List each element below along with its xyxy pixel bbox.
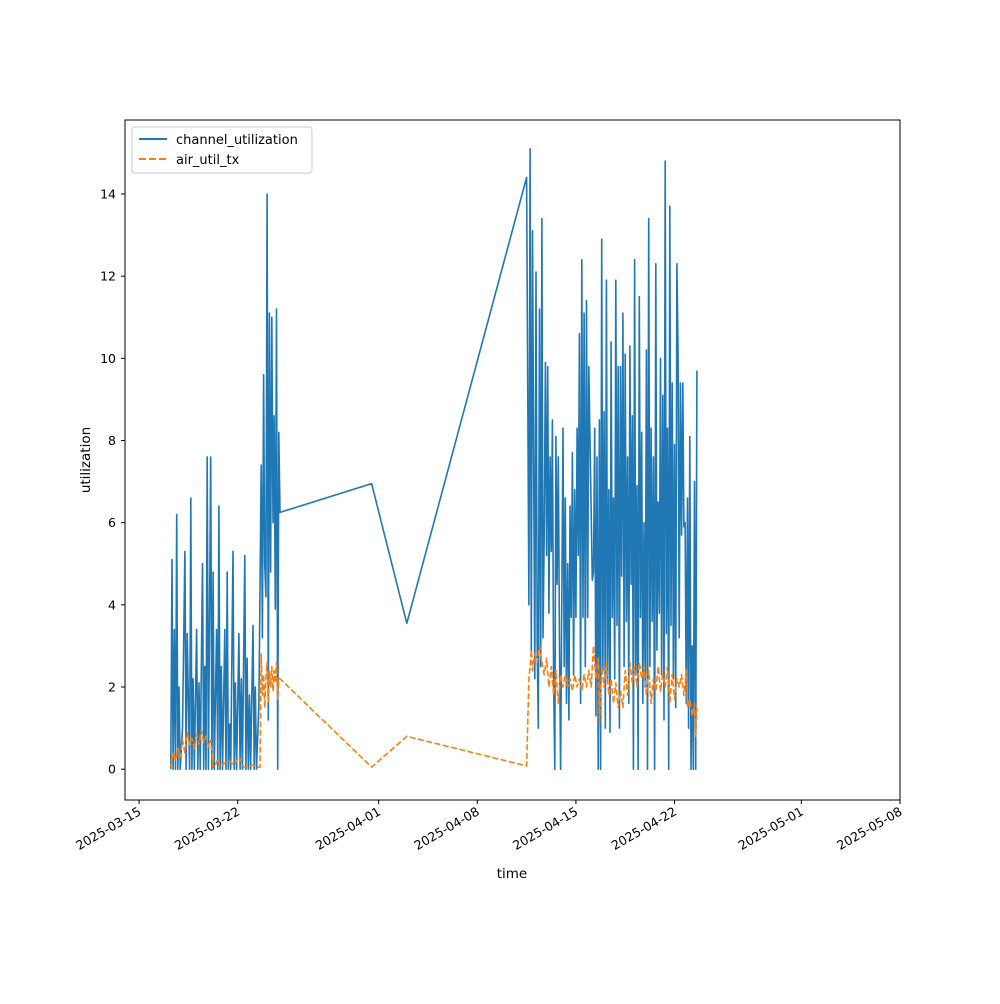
y-tick-label: 4 [108,597,116,612]
x-axis-label: time [497,866,528,882]
y-axis-ticks: 0 2 4 6 8 10 12 14 [100,186,125,777]
y-tick-label: 14 [100,186,116,201]
legend-label-air-util-tx: air_util_tx [176,153,240,168]
legend-label-channel-utilization: channel_utilization [176,133,298,148]
plot-lines [170,148,698,771]
series-line-channel-utilization [170,148,698,771]
y-tick-label: 12 [100,269,116,284]
y-tick-label: 8 [108,433,116,448]
legend: channel_utilization air_util_tx [131,126,313,174]
legend-box [131,126,313,174]
series-line-air-util-tx [170,645,698,768]
y-axis-label: utilization [78,427,94,493]
y-tick-label: 6 [108,515,116,530]
y-tick-label: 10 [100,351,116,366]
y-tick-label: 2 [108,680,116,695]
plot-frame [124,119,901,801]
y-tick-label: 0 [108,762,116,777]
